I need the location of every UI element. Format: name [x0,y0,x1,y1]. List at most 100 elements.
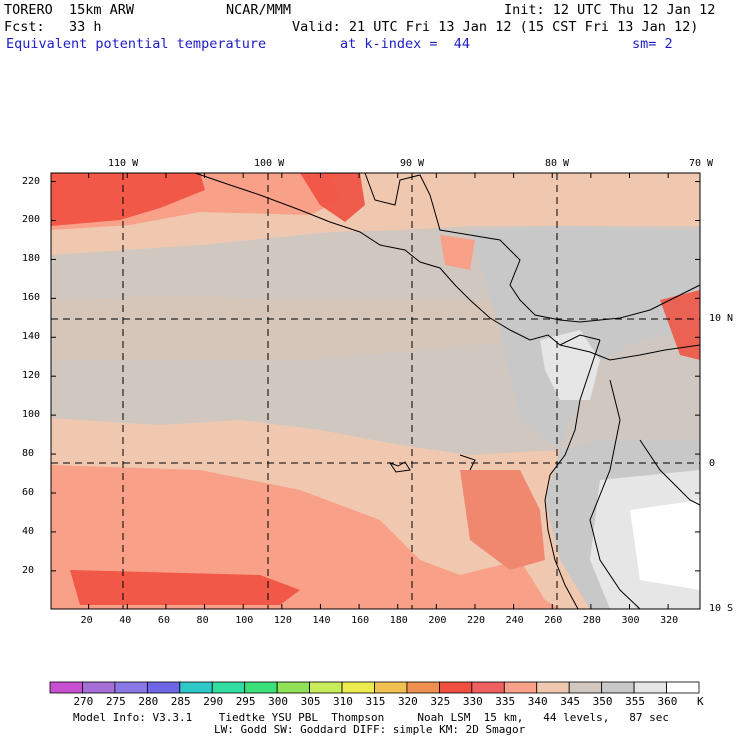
colorbar-swatch [49,681,83,694]
colorbar-label: 285 [170,695,191,708]
colorbar-label: 305 [300,695,321,708]
y-tick-label: 160 [22,292,41,304]
y-tick-label: 100 [22,409,41,421]
x-tick-label: 200 [428,615,447,626]
lon-label-110w: 110 W [108,158,139,169]
colorbar-label: 270 [73,695,94,708]
x-tick-label: 20 [80,615,93,626]
colorbar-label: 300 [268,695,289,708]
y-tick-label: 120 [22,370,41,382]
colorbar-swatch [633,681,667,694]
colorbar-swatch [438,681,473,694]
axis-ticks [51,173,700,609]
lon-label-100w: 100 W [254,158,285,169]
field-region-peru-coast [460,470,545,570]
x-tick-label: 140 [312,615,331,626]
colorbar-swatch [276,681,310,694]
colorbar-label: 350 [592,695,613,708]
field-region-colombia-light [540,330,600,400]
x-tick-label: 180 [389,615,408,626]
x-tick-label: 40 [119,615,132,626]
smoothing-label: sm= 2 [632,36,673,52]
lat-label-10s: 10 S [709,603,734,614]
colorbar-label: 310 [333,695,353,708]
x-tick-label: 220 [466,615,486,626]
colorbar-label: 290 [203,695,224,708]
x-tick-label: 60 [157,615,170,626]
lon-label-90w: 90 W [400,158,425,169]
y-tick-label: 80 [22,448,35,460]
level-label: at k-index = 44 [340,36,471,52]
colorbar-swatch [601,681,635,694]
field-region-gulf-hot [300,173,365,222]
lon-label-70w: 70 W [689,158,714,169]
colorbar-label: 315 [365,695,386,708]
field-region-amazon-white [630,500,700,590]
colorbar-swatch [341,681,375,694]
y-tick-label: 40 [22,525,35,537]
valid-time: Valid: 21 UTC Fri 13 Jan 12 (15 CST Fri … [292,19,699,35]
colorbar-unit: K [697,695,704,708]
lat-label-10n: 10 N [709,313,734,324]
colorbar [49,681,700,694]
colorbar-label: 355 [625,695,645,708]
model-info-line2: LW: Godd SW: Goddard DIFF: simple KM: 2D… [214,723,526,736]
colorbar-swatch [211,681,246,694]
field-region-venezuela-hot [660,290,700,360]
x-tick-label: 320 [660,615,679,626]
y-tick-label: 140 [22,331,41,343]
field-region-nw-hot [51,173,205,226]
y-tick-label: 220 [22,175,41,187]
colorbar-swatch [666,681,700,694]
colorbar-swatch [179,681,213,694]
x-tick-label: 260 [544,615,563,626]
colorbar-swatch [471,681,505,694]
forecast-hour: Fcst: 33 h [4,19,102,35]
init-time: Init: 12 UTC Thu 12 Jan 12 [504,2,716,18]
colorbar-label: 330 [462,695,483,708]
model-name: TORERO 15km ARW [4,2,135,18]
x-tick-label: 100 [235,615,254,626]
graticule [51,173,700,609]
colorbar-swatch [244,681,278,694]
colorbar-swatch [374,681,408,694]
coastlines [194,172,701,610]
x-tick-label: 280 [582,615,601,626]
colorbar-swatch [114,681,148,694]
field-region-honduras-warm [440,235,475,270]
y-tick-label: 20 [22,564,35,576]
field-region-south-hot [70,570,300,605]
x-tick-label: 300 [621,615,640,626]
colorbar-label: 325 [430,695,451,708]
colorbar-label: 360 [657,695,678,708]
colorbar-label: 320 [397,695,418,708]
model-info-line1: Model Info: V3.3.1 Tiedtke YSU PBL Thomp… [73,711,670,724]
colorbar-swatch [146,681,181,694]
x-tick-label: 120 [273,615,292,626]
y-tick-label: 180 [22,253,41,265]
colorbar-label: 275 [105,695,126,708]
colorbar-swatch [82,681,116,694]
colorbar-label: 340 [527,695,548,708]
colorbar-label: 295 [235,695,256,708]
x-tick-label: 160 [351,615,370,626]
lat-label-0: 0 [709,458,716,469]
plot-frame [50,172,701,610]
colorbar-label: 345 [560,695,581,708]
y-tick-label: 200 [22,214,41,226]
colorbar-swatch [309,681,343,694]
field-title: Equivalent potential temperature [6,36,267,52]
lon-label-80w: 80 W [545,158,570,169]
colorbar-swatch [536,681,570,694]
colorbar-swatch [503,681,538,694]
colorbar-label: 280 [138,695,159,708]
colorbar-swatch [568,681,603,694]
x-tick-label: 80 [196,615,209,626]
colorbar-label: 335 [495,695,516,708]
center-name: NCAR/MMM [226,2,292,18]
colorbar-swatch [406,681,440,694]
y-tick-label: 60 [22,486,35,498]
x-tick-label: 240 [505,615,524,626]
